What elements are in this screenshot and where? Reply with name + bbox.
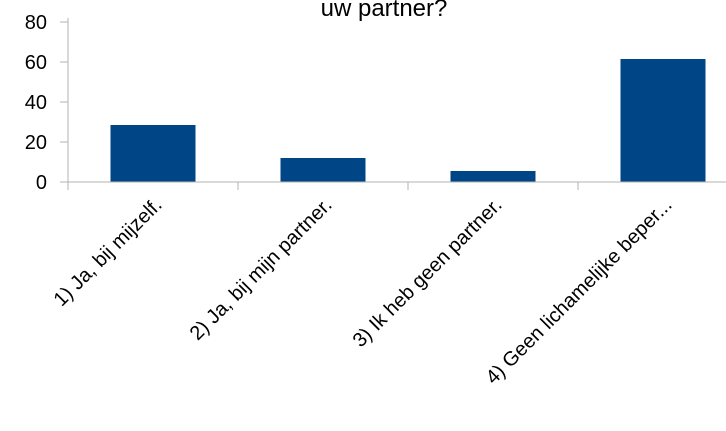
bars — [110, 59, 706, 182]
x-category-label: 4) Geen lichamelijke beper... — [482, 194, 677, 389]
y-axis-ticks: 0 20 40 60 80 — [25, 12, 68, 194]
x-category-label: 3) Ik heb geen partner. — [349, 194, 507, 352]
x-axis-labels: 1) Ja, bij mijzelf. 2) Ja, bij mijn partn… — [50, 194, 677, 389]
axes — [67, 18, 726, 190]
chart-title: uw partner? — [321, 0, 448, 22]
bar — [450, 171, 536, 182]
y-tick-label: 80 — [25, 12, 47, 34]
y-tick-label: 60 — [25, 52, 47, 74]
bar — [620, 59, 706, 182]
y-tick-label: 0 — [36, 172, 47, 194]
y-tick-label: 20 — [25, 132, 47, 154]
x-category-label: 2) Ja, bij mijn partner. — [186, 194, 337, 345]
x-category-label: 1) Ja, bij mijzelf. — [50, 194, 167, 311]
y-tick-label: 40 — [25, 92, 47, 114]
bar — [280, 158, 366, 182]
bar — [110, 125, 196, 182]
